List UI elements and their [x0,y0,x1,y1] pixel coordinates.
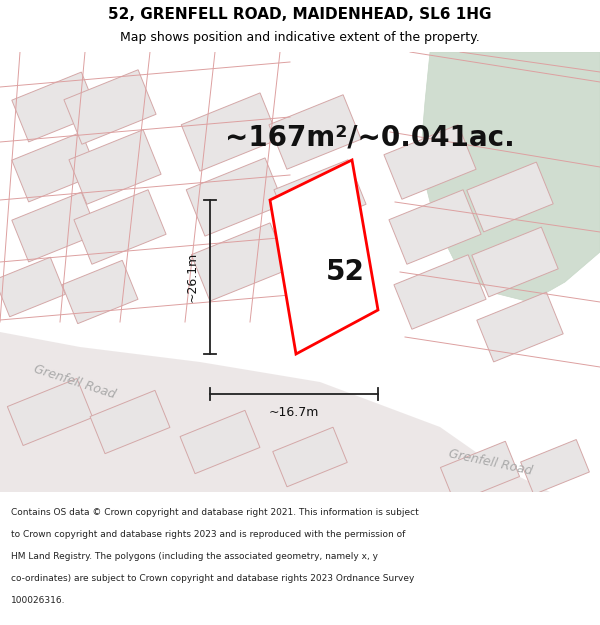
Polygon shape [269,95,361,169]
Text: ~167m²/~0.041ac.: ~167m²/~0.041ac. [225,123,515,151]
Polygon shape [521,439,589,494]
Text: Grenfell Road: Grenfell Road [32,362,118,401]
Text: 100026316.: 100026316. [11,596,65,605]
Polygon shape [69,130,161,204]
Text: ~26.1m: ~26.1m [185,252,199,302]
Polygon shape [273,428,347,487]
Polygon shape [64,70,156,144]
Text: HM Land Registry. The polygons (including the associated geometry, namely x, y: HM Land Registry. The polygons (includin… [11,552,378,561]
Polygon shape [181,93,279,171]
Polygon shape [12,192,98,262]
Text: co-ordinates) are subject to Crown copyright and database rights 2023 Ordnance S: co-ordinates) are subject to Crown copyr… [11,574,414,582]
Text: Grenfell Road: Grenfell Road [447,447,533,478]
Polygon shape [0,332,600,492]
Polygon shape [7,379,92,446]
Polygon shape [12,132,98,202]
Polygon shape [420,52,600,302]
Polygon shape [279,225,371,299]
Polygon shape [12,72,98,142]
Polygon shape [384,125,476,199]
Polygon shape [477,292,563,362]
Polygon shape [274,160,366,234]
Polygon shape [467,162,553,232]
Polygon shape [394,255,486,329]
Polygon shape [74,190,166,264]
Polygon shape [270,160,378,354]
Text: ~16.7m: ~16.7m [269,406,319,419]
Polygon shape [186,158,284,236]
Polygon shape [389,190,481,264]
Polygon shape [62,261,138,324]
Text: to Crown copyright and database rights 2023 and is reproduced with the permissio: to Crown copyright and database rights 2… [11,530,405,539]
Text: Contains OS data © Crown copyright and database right 2021. This information is : Contains OS data © Crown copyright and d… [11,508,419,517]
Polygon shape [180,411,260,474]
Polygon shape [0,258,65,317]
Polygon shape [191,223,289,301]
Polygon shape [440,441,520,503]
Text: 52: 52 [326,258,364,286]
Text: 52, GRENFELL ROAD, MAIDENHEAD, SL6 1HG: 52, GRENFELL ROAD, MAIDENHEAD, SL6 1HG [108,7,492,22]
Polygon shape [90,391,170,454]
Text: Map shows position and indicative extent of the property.: Map shows position and indicative extent… [120,31,480,44]
Polygon shape [472,227,558,297]
